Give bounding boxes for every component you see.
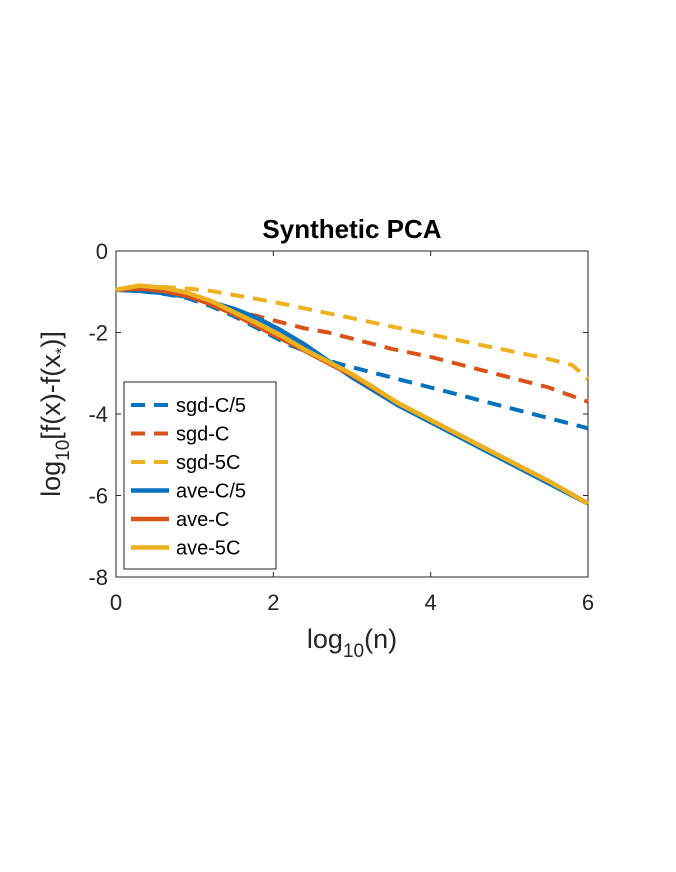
x-axis-label-base: log (307, 624, 343, 654)
y-tick-label: -4 (88, 402, 108, 427)
x-tick-label: 0 (110, 590, 122, 615)
legend-entry: sgd-C (176, 424, 229, 446)
y-axis-label-sub: 10 (53, 440, 74, 461)
y-axis-label-base: log (36, 461, 66, 497)
legend-box (123, 381, 277, 570)
x-tick-label: 6 (582, 590, 594, 615)
legend-entry: ave-C (176, 509, 229, 531)
series-line-ave-5c (115, 283, 590, 506)
y-tick-label: -6 (88, 484, 108, 509)
x-axis-label-sub: 10 (343, 641, 364, 662)
x-tick-label: 4 (425, 590, 437, 615)
y-axis-label-end: )] (36, 331, 66, 348)
series-line-sgd-5c (115, 284, 590, 381)
legend: sgd-C/5 sgd-C sgd-5C ave-C/5 ave-C ave-5C (123, 381, 277, 570)
legend-entry: sgd-5C (176, 452, 240, 474)
y-tick-label: -2 (88, 321, 108, 346)
y-axis-label: log10[f(x)-f(x*)] (36, 331, 74, 497)
y-axis-label-mid: [f(x)-f(x (36, 354, 66, 440)
x-axis-label-rest: (n) (364, 624, 397, 654)
legend-entry: ave-C/5 (176, 481, 246, 503)
y-tick-label: 0 (96, 239, 108, 264)
y-tick-label: -8 (88, 565, 108, 590)
y-axis-label-sub2: * (52, 347, 71, 354)
x-axis-label: log10(n) (307, 624, 397, 662)
chart-title: Synthetic PCA (262, 214, 441, 244)
series-line-sgd-c (115, 286, 589, 404)
legend-entry: sgd-C/5 (176, 395, 246, 417)
x-tick-label: 2 (267, 590, 279, 615)
legend-entry: ave-5C (176, 538, 240, 560)
ticks: 0 2 4 6 0 -2 -4 -6 -8 (88, 239, 594, 615)
series-layer (115, 283, 590, 506)
